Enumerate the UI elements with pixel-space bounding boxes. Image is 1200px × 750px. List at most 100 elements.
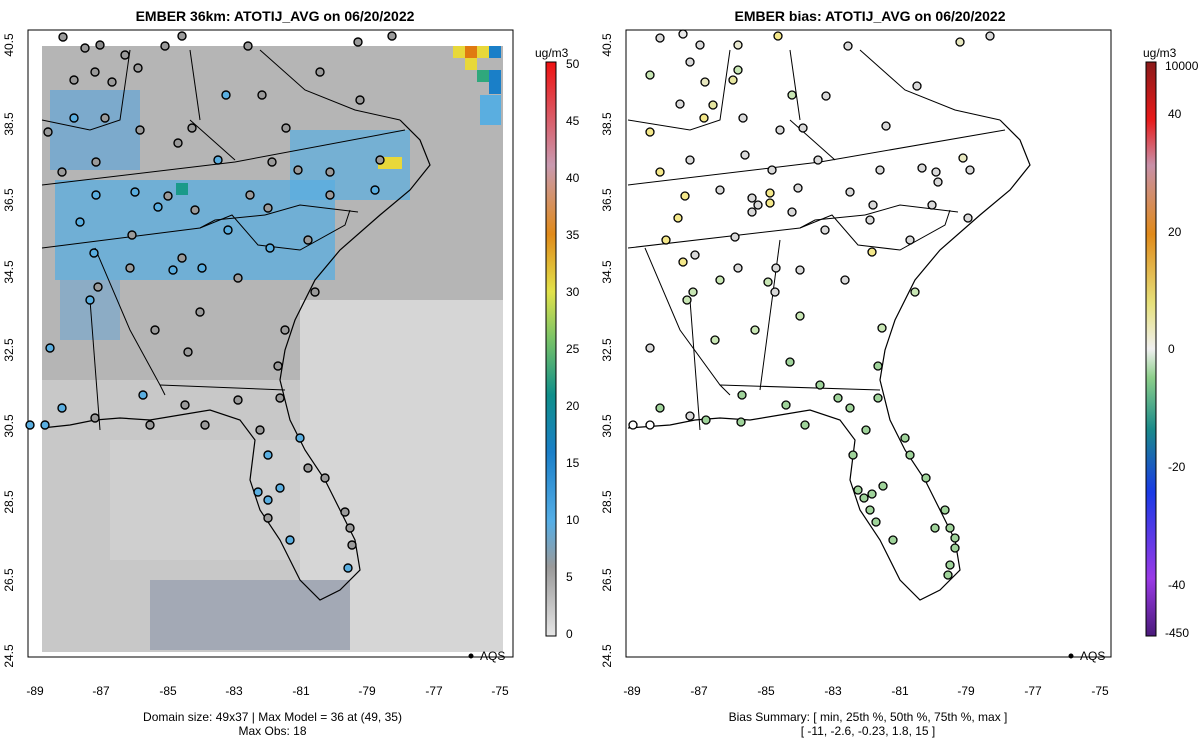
- bias-point: [965, 165, 975, 175]
- obs-point: [265, 243, 275, 253]
- obs-point: [130, 187, 140, 197]
- obs-point: [91, 190, 101, 200]
- right-y-tick: 38.5: [600, 112, 614, 136]
- obs-point: [90, 413, 100, 423]
- bias-point: [730, 232, 740, 242]
- bias-point: [921, 473, 931, 483]
- left-x-tick: -87: [92, 684, 110, 698]
- left-x-tick: -77: [425, 684, 443, 698]
- obs-point: [160, 41, 170, 51]
- obs-point: [95, 40, 105, 50]
- bias-point: [785, 357, 795, 367]
- right-y-tick: 32.5: [600, 338, 614, 362]
- bias-point: [673, 213, 683, 223]
- bias-point: [868, 200, 878, 210]
- right-y-tick: 26.5: [600, 568, 614, 592]
- obs-point: [58, 32, 68, 42]
- obs-point: [89, 248, 99, 258]
- obs-point: [183, 347, 193, 357]
- obs-point: [213, 155, 223, 165]
- bias-point: [873, 393, 883, 403]
- bias-point: [845, 187, 855, 197]
- obs-point: [263, 203, 273, 213]
- left-cb-tick: 50: [566, 57, 580, 71]
- bias-point: [738, 113, 748, 123]
- right-state-borders: [627, 49, 1006, 431]
- left-y-axis: 40.5 38.5 36.5 34.5 32.5 30.5 28.5 26.5 …: [2, 33, 16, 668]
- right-x-tick: -75: [1091, 684, 1109, 698]
- bias-point: [888, 535, 898, 545]
- bias-point: [940, 505, 950, 515]
- bias-point: [685, 155, 695, 165]
- right-cb-tick: 40: [1168, 107, 1182, 121]
- right-x-tick: -79: [957, 684, 975, 698]
- obs-point: [345, 523, 355, 533]
- right-colorbar: -450 -40 -20 0 20 40 10000: [1145, 59, 1199, 640]
- obs-point: [285, 535, 295, 545]
- bias-point: [781, 400, 791, 410]
- bias-point: [775, 125, 785, 135]
- model-hotspot-blue: [480, 95, 501, 125]
- model-blue-region: [50, 90, 140, 170]
- model-hotspot-green: [477, 70, 489, 82]
- bias-point: [950, 533, 960, 543]
- obs-point: [245, 190, 255, 200]
- right-x-tick: -81: [891, 684, 909, 698]
- obs-point: [243, 41, 253, 51]
- bias-point: [765, 198, 775, 208]
- obs-point: [90, 67, 100, 77]
- obs-point: [355, 95, 365, 105]
- bias-point: [945, 523, 955, 533]
- right-caption-line1: Bias Summary: [ min, 25th %, 50th %, 75t…: [728, 710, 1008, 724]
- bias-point: [699, 113, 709, 123]
- obs-point: [340, 507, 350, 517]
- right-cb-tick: -450: [1165, 626, 1189, 640]
- right-y-tick: 40.5: [600, 33, 614, 57]
- bias-point: [793, 183, 803, 193]
- bias-point: [675, 99, 685, 109]
- bias-point: [678, 257, 688, 267]
- obs-point: [45, 343, 55, 353]
- bias-point: [963, 213, 973, 223]
- bias-point: [945, 560, 955, 570]
- left-y-tick: 40.5: [2, 33, 16, 57]
- bias-point: [840, 275, 850, 285]
- bias-point: [787, 90, 797, 100]
- bias-point: [958, 153, 968, 163]
- model-blue-region: [60, 280, 120, 340]
- right-cb-tick: -20: [1168, 460, 1186, 474]
- obs-point: [253, 487, 263, 497]
- bias-point: [733, 65, 743, 75]
- left-cb-tick: 10: [566, 513, 580, 527]
- bias-point: [733, 263, 743, 273]
- bias-point: [815, 380, 825, 390]
- bias-point: [682, 295, 692, 305]
- bias-point: [933, 177, 943, 187]
- obs-point: [267, 157, 277, 167]
- bias-point: [859, 493, 869, 503]
- right-plot-frame: [625, 29, 1112, 658]
- bias-point: [715, 275, 725, 285]
- bias-point: [685, 57, 695, 67]
- obs-point: [370, 185, 380, 195]
- right-y-tick: 24.5: [600, 644, 614, 668]
- model-hotspot-yellow: [453, 46, 465, 58]
- obs-point: [163, 191, 173, 201]
- obs-point: [303, 235, 313, 245]
- obs-point: [200, 420, 210, 430]
- right-caption-line2: [ -11, -2.6, -0.23, 1.8, 15 ]: [800, 724, 936, 738]
- right-legend-marker: [1068, 653, 1074, 659]
- right-cb-tick: 0: [1168, 342, 1175, 356]
- right-bias-points: [628, 29, 995, 580]
- obs-point: [100, 113, 110, 123]
- left-observation-points: [25, 31, 397, 573]
- obs-point: [25, 420, 35, 430]
- bias-point: [900, 433, 910, 443]
- bias-point: [875, 165, 885, 175]
- bias-point: [795, 311, 805, 321]
- obs-point: [138, 390, 148, 400]
- left-caption-line1: Domain size: 49x37 | Max Model = 36 at (…: [143, 710, 402, 724]
- left-y-tick: 30.5: [2, 414, 16, 438]
- bias-point: [905, 450, 915, 460]
- obs-point: [353, 37, 363, 47]
